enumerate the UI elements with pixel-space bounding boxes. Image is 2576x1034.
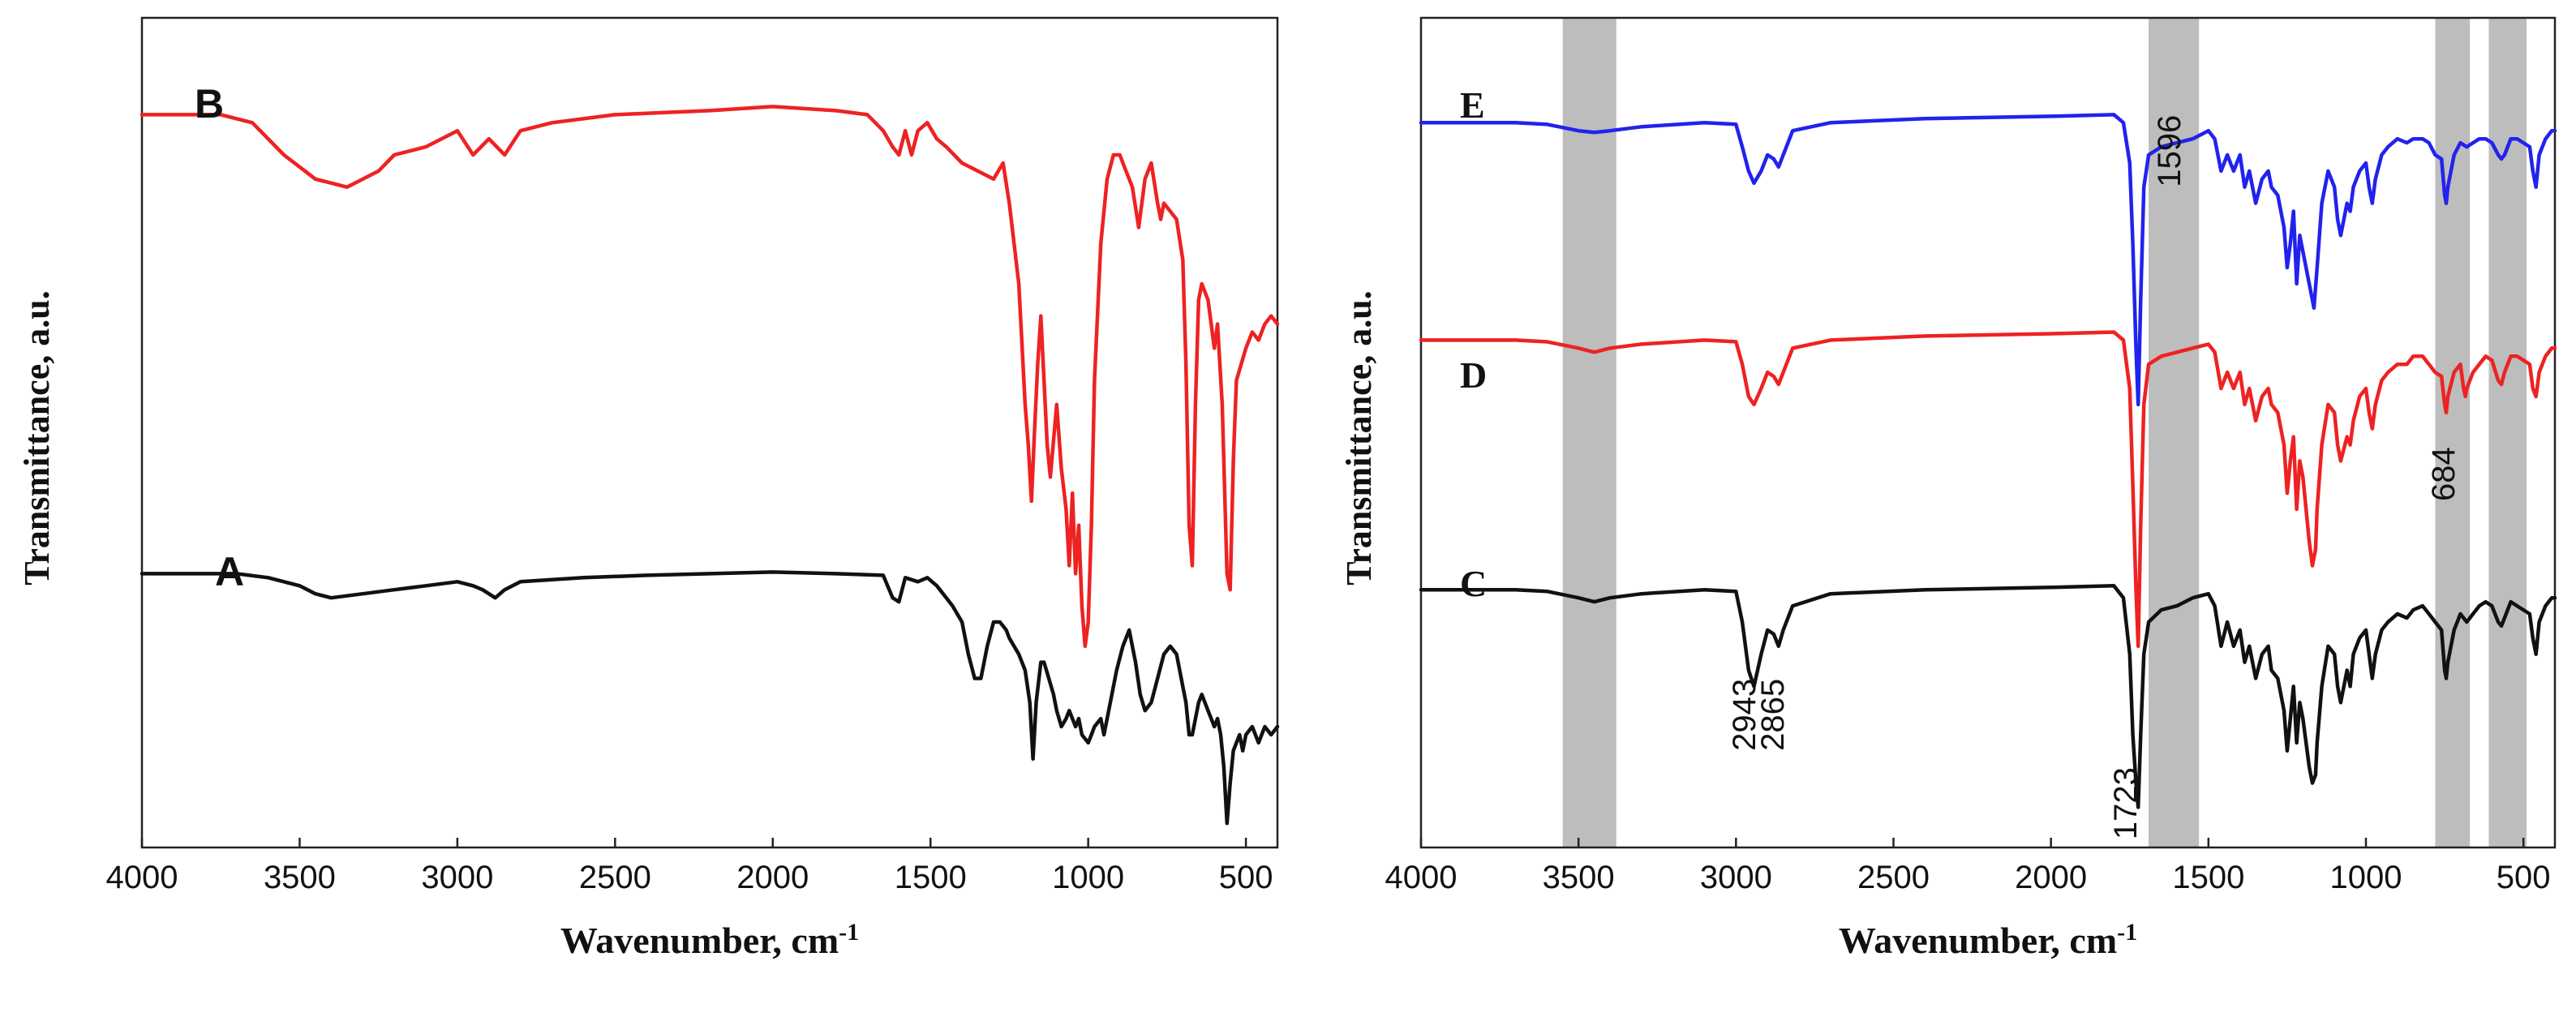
series-label-B: B bbox=[195, 81, 224, 127]
peak-label-1723: 1723 bbox=[2108, 767, 2144, 839]
right-spectrum-panel: 4000 3500 3000 2500 2000 1500 1000 500 Wavenumbe… bbox=[1339, 16, 2557, 962]
x-tick-label-4000: 4000 bbox=[106, 860, 178, 895]
series-line-C bbox=[1419, 584, 2557, 809]
highlight-band-2 bbox=[2149, 18, 2200, 847]
x-tick-label-1000: 1000 bbox=[2330, 860, 2402, 895]
x-tick-label-1000: 1000 bbox=[1052, 860, 1124, 895]
x-tick-label-2500: 2500 bbox=[1857, 860, 1930, 895]
x-tick-label-3000: 3000 bbox=[421, 860, 493, 895]
series-line-E bbox=[1419, 113, 2557, 407]
x-axis-title: Wavenumber, cm-1 bbox=[1839, 919, 2137, 962]
highlight-band-4 bbox=[2488, 18, 2527, 847]
x-tick-label-1500: 1500 bbox=[895, 860, 967, 895]
x-tick-label-4000: 4000 bbox=[1385, 860, 1458, 895]
x-tick-label-3500: 3500 bbox=[264, 860, 336, 895]
peak-label-2865: 2865 bbox=[1755, 679, 1791, 751]
x-tick-label-500: 500 bbox=[2497, 860, 2551, 895]
series-line-B bbox=[140, 105, 1280, 649]
peak-label-2943: 2943 bbox=[1727, 679, 1762, 751]
series-label-A: A bbox=[215, 549, 244, 594]
x-tick-label-2500: 2500 bbox=[579, 860, 651, 895]
highlight-band-3 bbox=[2435, 18, 2471, 847]
peak-label-1596: 1596 bbox=[2152, 115, 2187, 187]
x-tick-label-500: 500 bbox=[1219, 860, 1273, 895]
x-axis-title: Wavenumber, cm-1 bbox=[560, 919, 859, 962]
x-tick-label-3000: 3000 bbox=[1700, 860, 1772, 895]
highlight-band-1 bbox=[1562, 18, 1616, 847]
peak-label-684: 684 bbox=[2426, 447, 2462, 501]
plot-frame bbox=[140, 16, 1279, 849]
series-line-D bbox=[1419, 330, 2557, 649]
series-label-E: E bbox=[1460, 84, 1485, 126]
x-tick-label-2000: 2000 bbox=[2015, 860, 2087, 895]
y-axis-title: Transmittance, a.u. bbox=[17, 290, 57, 585]
series-label-C: C bbox=[1460, 563, 1487, 604]
series-label-D: D bbox=[1460, 354, 1487, 396]
x-tick-label-1500: 1500 bbox=[2172, 860, 2244, 895]
x-tick-label-3500: 3500 bbox=[1543, 860, 1615, 895]
left-spectrum-panel: 4000 3500 3000 2500 2000 1500 1000 500 Wavenumbe… bbox=[17, 16, 1280, 962]
series-line-A bbox=[140, 570, 1280, 826]
y-axis-title: Transmittance, a.u. bbox=[1339, 290, 1379, 585]
plot-frame bbox=[1419, 16, 2557, 849]
x-tick-label-2000: 2000 bbox=[736, 860, 809, 895]
